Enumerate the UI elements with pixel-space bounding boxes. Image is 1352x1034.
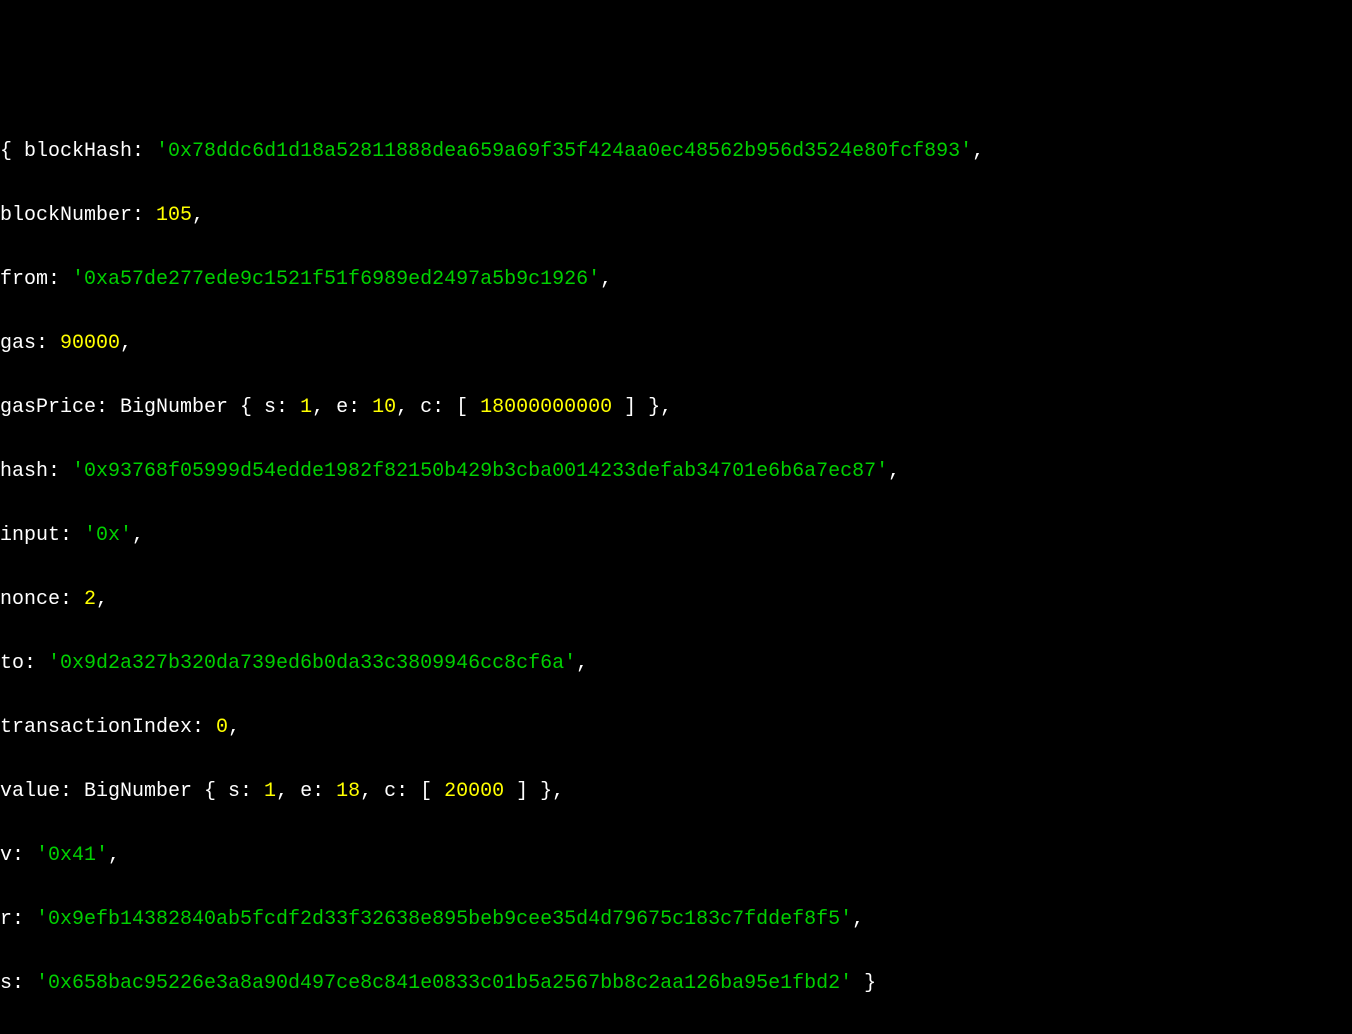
value-value-c: 20000	[444, 780, 504, 803]
label-v: v:	[0, 844, 36, 867]
line-v: v: '0x41',	[0, 840, 1352, 872]
label-gasprice: gasPrice: BigNumber { s:	[0, 396, 300, 419]
comma: ,	[576, 652, 588, 675]
comma: ,	[852, 908, 864, 931]
line-txindex: transactionIndex: 0,	[0, 712, 1352, 744]
label-blocknumber: blockNumber:	[0, 204, 156, 227]
comma: ,	[120, 332, 132, 355]
line-blockhash: { blockHash: '0x78ddc6d1d18a52811888dea6…	[0, 136, 1352, 168]
line-s: s: '0x658bac95226e3a8a90d497ce8c841e0833…	[0, 968, 1352, 1000]
line-hash: hash: '0x93768f05999d54edde1982f82150b42…	[0, 456, 1352, 488]
line-to: to: '0x9d2a327b320da739ed6b0da33c3809946…	[0, 648, 1352, 680]
close-brace: }	[852, 972, 876, 995]
comma: ,	[600, 268, 612, 291]
label-txindex: transactionIndex:	[0, 716, 216, 739]
label-nonce: nonce:	[0, 588, 84, 611]
value-value-e: 18	[336, 780, 360, 803]
comma: ,	[96, 588, 108, 611]
sep-c: , c: [	[396, 396, 480, 419]
comma: ,	[132, 524, 144, 547]
value-input: '0x'	[84, 524, 132, 547]
value-blocknumber: 105	[156, 204, 192, 227]
console-output: { blockHash: '0x78ddc6d1d18a52811888dea6…	[0, 104, 1352, 1032]
close-bignum: ] },	[504, 780, 564, 803]
sep-c: , c: [	[360, 780, 444, 803]
line-input: input: '0x',	[0, 520, 1352, 552]
line-nonce: nonce: 2,	[0, 584, 1352, 616]
label-gas: gas:	[0, 332, 60, 355]
value-value-s: 1	[264, 780, 276, 803]
value-r: '0x9efb14382840ab5fcdf2d33f32638e895beb9…	[36, 908, 852, 931]
value-hash: '0x93768f05999d54edde1982f82150b429b3cba…	[72, 460, 888, 483]
value-txindex: 0	[216, 716, 228, 739]
comma: ,	[888, 460, 900, 483]
value-gasprice-s: 1	[300, 396, 312, 419]
label-to: to:	[0, 652, 48, 675]
label-hash: hash:	[0, 460, 72, 483]
value-gas: 90000	[60, 332, 120, 355]
value-gasprice-c: 18000000000	[480, 396, 612, 419]
comma: ,	[192, 204, 204, 227]
line-gas: gas: 90000,	[0, 328, 1352, 360]
label-value: value: BigNumber { s:	[0, 780, 264, 803]
line-from: from: '0xa57de277ede9c1521f51f6989ed2497…	[0, 264, 1352, 296]
sep-e: , e:	[276, 780, 336, 803]
value-v: '0x41'	[36, 844, 108, 867]
line-value: value: BigNumber { s: 1, e: 18, c: [ 200…	[0, 776, 1352, 808]
sep-e: , e:	[312, 396, 372, 419]
close-bignum: ] },	[612, 396, 672, 419]
comma: ,	[228, 716, 240, 739]
value-nonce: 2	[84, 588, 96, 611]
comma: ,	[108, 844, 120, 867]
value-from: '0xa57de277ede9c1521f51f6989ed2497a5b9c1…	[72, 268, 600, 291]
value-gasprice-e: 10	[372, 396, 396, 419]
value-s: '0x658bac95226e3a8a90d497ce8c841e0833c01…	[36, 972, 852, 995]
label-r: r:	[0, 908, 36, 931]
line-r: r: '0x9efb14382840ab5fcdf2d33f32638e895b…	[0, 904, 1352, 936]
comma: ,	[972, 140, 984, 163]
value-to: '0x9d2a327b320da739ed6b0da33c3809946cc8c…	[48, 652, 576, 675]
label-blockhash: blockHash:	[24, 140, 156, 163]
label-from: from:	[0, 268, 72, 291]
open-brace: {	[0, 140, 24, 163]
value-blockhash: '0x78ddc6d1d18a52811888dea659a69f35f424a…	[156, 140, 972, 163]
line-blocknumber: blockNumber: 105,	[0, 200, 1352, 232]
line-gasprice: gasPrice: BigNumber { s: 1, e: 10, c: [ …	[0, 392, 1352, 424]
label-s: s:	[0, 972, 36, 995]
label-input: input:	[0, 524, 84, 547]
